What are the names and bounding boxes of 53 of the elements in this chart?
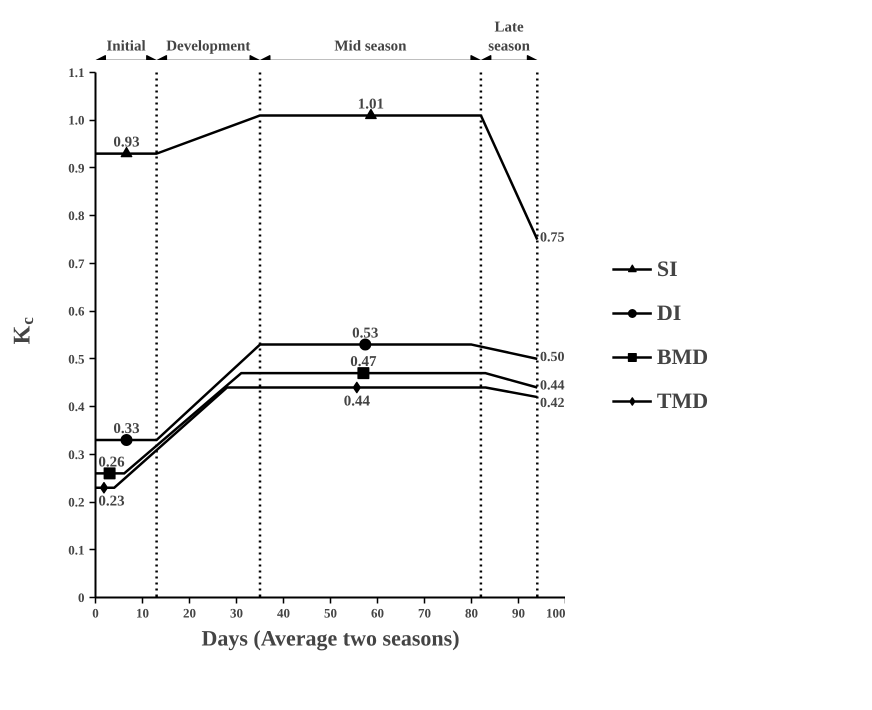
y-tick-label: 0.3: [68, 446, 85, 462]
point: [120, 146, 133, 158]
y-tick-label: 0.4: [68, 399, 85, 414]
data-label: 0.47: [350, 354, 378, 370]
x-tick-label: 10: [136, 606, 149, 620]
point: [100, 482, 108, 494]
x-tick-label: 70: [418, 606, 431, 620]
data-label: 0.42: [540, 396, 564, 412]
point: [352, 382, 361, 394]
x-tick-label: 50: [324, 606, 337, 620]
y-tick-label: 0.6: [68, 304, 85, 319]
data-label: 0.53: [352, 326, 378, 342]
y-tick-label: 1.1: [68, 65, 84, 80]
x-tick-label: 80: [465, 606, 478, 620]
text: Late season: [488, 19, 531, 54]
point: [357, 367, 370, 380]
legend-label: SI: [656, 256, 678, 282]
data-label: 0.26: [98, 454, 126, 470]
legend-label: BMD: [656, 344, 708, 370]
x-tick-label: 100: [546, 606, 566, 620]
point: [364, 108, 377, 120]
y-tick-label: 0.9: [68, 160, 85, 176]
y-axis-title: Kc: [10, 316, 37, 344]
x-tick-label: 40: [277, 606, 290, 620]
data-label: 0.50: [540, 350, 564, 365]
y-tick-label: 0.1: [68, 542, 84, 558]
x-tick-label: 60: [371, 606, 384, 620]
data-label: 1.01: [358, 96, 384, 112]
x-tick-label: 90: [512, 606, 525, 620]
x-tick-label: 0: [92, 606, 99, 620]
text: Initial: [106, 38, 146, 54]
text: Development: [166, 38, 250, 54]
point: [104, 467, 116, 480]
text: Mid season: [334, 38, 408, 54]
data-label: 0.75: [540, 230, 564, 246]
y-tick-label: 0.2: [68, 494, 84, 510]
legend-label: DI: [656, 300, 682, 326]
x-axis-title: Days (Average two seasons): [201, 626, 460, 650]
x-tick-label: 30: [230, 606, 243, 620]
y-tick-label: 1.0: [68, 112, 84, 128]
data-label: 0.44: [540, 378, 564, 394]
data-label: 0.23: [98, 494, 125, 510]
x-tick-label: 20: [183, 606, 196, 620]
y-tick-label: 0.8: [68, 208, 85, 224]
point: [359, 338, 372, 351]
point: [120, 434, 133, 446]
data-label: 0.44: [344, 394, 370, 410]
data-label: 0.93: [113, 134, 140, 151]
legend-label: TMD: [656, 388, 708, 414]
y-tick-label: 0.5: [68, 351, 85, 366]
data-label: 0.33: [113, 421, 140, 437]
y-tick-label: 0.7: [68, 256, 85, 271]
y-tick-label: 0: [78, 590, 84, 605]
